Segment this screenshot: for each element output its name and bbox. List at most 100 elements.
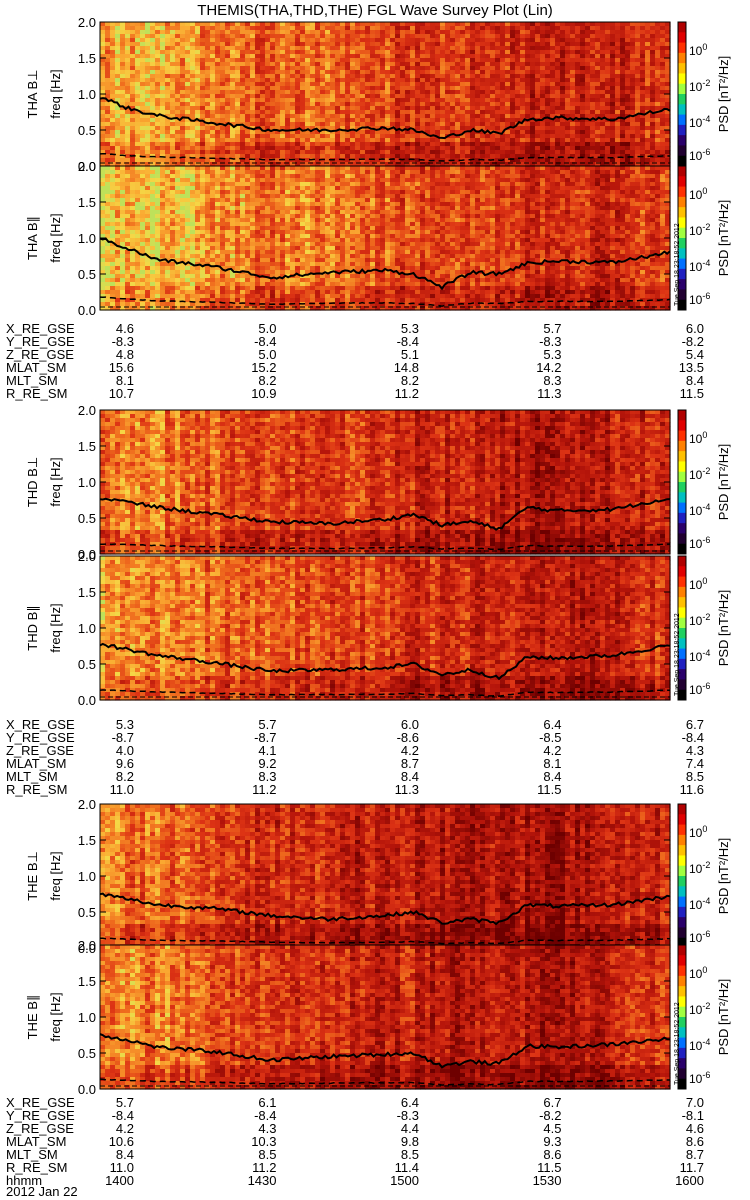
- spectrogram-cell: [200, 74, 206, 79]
- spectrogram-cell: [410, 98, 416, 103]
- spectrogram-cell: [470, 34, 476, 39]
- spectrogram-cell: [215, 46, 221, 51]
- spectrogram-cell: [535, 126, 541, 131]
- spectrogram-cell: [550, 126, 556, 131]
- spectrogram-cell: [430, 154, 436, 159]
- spectrogram-cell: [400, 90, 406, 95]
- spectrogram-cell: [155, 238, 161, 243]
- spectrogram-cell: [430, 70, 436, 75]
- spectrogram-cell: [170, 138, 176, 143]
- spectrogram-cell: [185, 70, 191, 75]
- spectrogram-cell: [185, 254, 191, 259]
- spectrogram-cell: [110, 198, 116, 203]
- spectrogram-cell: [205, 42, 211, 47]
- spectrogram-cell: [280, 106, 286, 111]
- spectrogram-cell: [300, 54, 306, 59]
- spectrogram-cell: [465, 66, 471, 71]
- spectrogram-cell: [475, 134, 481, 139]
- spectrogram-cell: [425, 34, 431, 39]
- spectrogram-cell: [175, 66, 181, 71]
- spectrogram-cell: [450, 70, 456, 75]
- spectrogram-cell: [640, 62, 646, 67]
- spectrogram-cell: [125, 138, 131, 143]
- spectrogram-cell: [135, 162, 141, 167]
- spectrogram-cell: [540, 50, 546, 55]
- spectrogram-cell: [550, 82, 556, 87]
- spectrogram-cell: [145, 298, 151, 303]
- spectrogram-cell: [190, 214, 196, 219]
- spectrogram-cell: [265, 102, 271, 107]
- spectrogram-cell: [420, 74, 426, 79]
- spectrogram-cell: [175, 134, 181, 139]
- spectrogram-cell: [325, 134, 331, 139]
- spectrogram-cell: [520, 74, 526, 79]
- spectrogram-cell: [325, 22, 331, 27]
- spectrogram-cell: [570, 50, 576, 55]
- spectrogram-cell: [165, 118, 171, 123]
- spectrogram-cell: [430, 74, 436, 79]
- spectrogram-cell: [545, 162, 551, 167]
- spectrogram-cell: [145, 282, 151, 287]
- spectrogram-cell: [200, 42, 206, 47]
- spectrogram-cell: [165, 206, 171, 211]
- spectrogram-cell: [285, 142, 291, 147]
- spectrogram-cell: [520, 62, 526, 67]
- spectrogram-cell: [595, 66, 601, 71]
- spectrogram-cell: [520, 102, 526, 107]
- spectrogram-cell: [435, 126, 441, 131]
- spectrogram-cell: [625, 118, 631, 123]
- spectrogram-cell: [170, 82, 176, 87]
- spectrogram-cell: [195, 22, 201, 27]
- spectrogram-cell: [350, 126, 356, 131]
- spectrogram-cell: [200, 30, 206, 35]
- spectrogram-cell: [160, 26, 166, 31]
- spectrogram-cell: [425, 38, 431, 43]
- spectrogram-cell: [235, 130, 241, 135]
- spectrogram-cell: [580, 78, 586, 83]
- spectrogram-cell: [100, 110, 106, 115]
- spectrogram-cell: [200, 150, 206, 155]
- spectrogram-cell: [230, 134, 236, 139]
- spectrogram-cell: [150, 50, 156, 55]
- spectrogram-cell: [195, 166, 201, 171]
- spectrogram-cell: [510, 150, 516, 155]
- spectrogram-cell: [340, 86, 346, 91]
- spectrogram-cell: [610, 26, 616, 31]
- spectrogram-cell: [470, 146, 476, 151]
- spectrogram-cell: [380, 138, 386, 143]
- spectrogram-cell: [410, 42, 416, 47]
- spectrogram-cell: [250, 50, 256, 55]
- spectrogram-cell: [195, 122, 201, 127]
- spectrogram-cell: [205, 138, 211, 143]
- spectrogram-cell: [645, 138, 651, 143]
- spectrogram-cell: [390, 38, 396, 43]
- spectrogram-cell: [115, 266, 121, 271]
- spectrogram-cell: [285, 98, 291, 103]
- spectrogram-cell: [535, 62, 541, 67]
- spectrogram-cell: [225, 158, 231, 163]
- spectrogram-cell: [175, 286, 181, 291]
- spectrogram-cell: [540, 126, 546, 131]
- spectrogram-cell: [160, 94, 166, 99]
- spectrogram-cell: [235, 30, 241, 35]
- spectrogram-cell: [155, 306, 161, 311]
- spectrogram-cell: [515, 138, 521, 143]
- spectrogram-cell: [115, 158, 121, 163]
- spectrogram-cell: [140, 66, 146, 71]
- spectrogram-cell: [165, 290, 171, 295]
- spectrogram-cell: [270, 78, 276, 83]
- spectrogram-cell: [590, 70, 596, 75]
- spectrogram-cell: [275, 130, 281, 135]
- spectrogram-cell: [480, 58, 486, 63]
- spectrogram-cell: [320, 46, 326, 51]
- spectrogram-cell: [100, 266, 106, 271]
- spectrogram-cell: [185, 238, 191, 243]
- spectrogram-cell: [555, 98, 561, 103]
- spectrogram-cell: [185, 170, 191, 175]
- spectrogram-cell: [435, 90, 441, 95]
- spectrogram-cell: [420, 110, 426, 115]
- spectrogram-cell: [215, 202, 221, 207]
- spectrogram-cell: [295, 138, 301, 143]
- spectrogram-cell: [355, 30, 361, 35]
- spectrogram-cell: [520, 158, 526, 163]
